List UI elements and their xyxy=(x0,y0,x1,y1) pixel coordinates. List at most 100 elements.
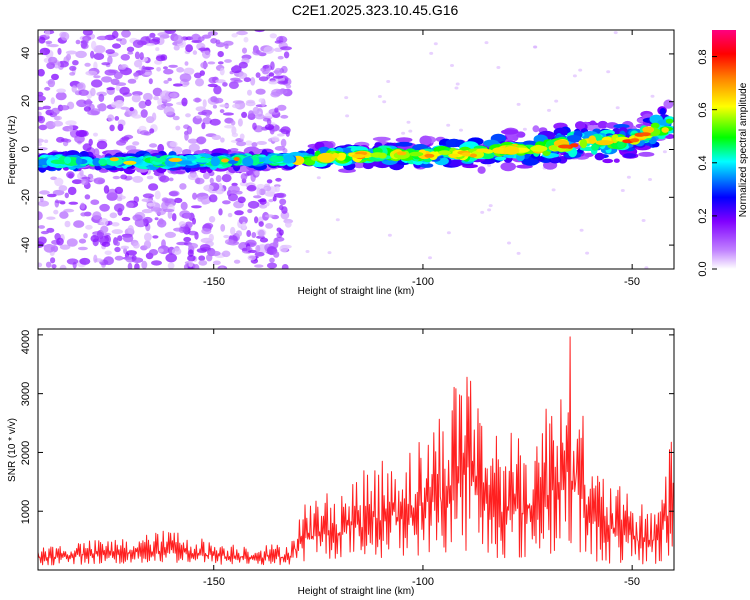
noise-speckle xyxy=(68,124,74,132)
noise-speckle xyxy=(236,30,248,36)
heatmap-x-tick-label: -50 xyxy=(624,276,640,288)
ridge-blob xyxy=(242,156,254,167)
noise-speckle xyxy=(112,175,121,180)
noise-speckle xyxy=(98,93,105,102)
noise-speckle xyxy=(58,185,68,192)
noise-speckle xyxy=(50,257,56,264)
noise-speckle xyxy=(272,239,279,248)
noise-speckle xyxy=(203,222,214,229)
noise-speckle xyxy=(219,67,225,76)
noise-speckle xyxy=(335,218,340,222)
ridge-hotspot xyxy=(569,143,579,148)
noise-speckle xyxy=(219,104,230,108)
ridge-blob xyxy=(50,159,67,165)
noise-speckle xyxy=(114,255,124,261)
noise-speckle xyxy=(268,80,278,85)
noise-speckle xyxy=(114,246,121,253)
noise-speckle xyxy=(217,51,224,58)
noise-speckle xyxy=(93,75,101,79)
noise-speckle xyxy=(648,178,652,181)
noise-speckle xyxy=(450,64,454,67)
noise-speckle xyxy=(38,115,46,124)
noise-speckle xyxy=(60,31,70,41)
noise-speckle xyxy=(104,250,112,256)
ridge-blob xyxy=(516,131,526,138)
noise-speckle xyxy=(78,238,87,244)
noise-speckle xyxy=(122,234,134,243)
noise-speckle xyxy=(172,115,180,121)
noise-speckle xyxy=(245,140,253,146)
snr-x-tick-label: -100 xyxy=(412,576,434,588)
snr-y-tick-label: 2000 xyxy=(20,441,32,465)
noise-speckle xyxy=(56,88,66,94)
noise-speckle xyxy=(164,30,176,34)
noise-speckle xyxy=(66,238,78,247)
noise-speckle xyxy=(228,81,239,89)
noise-speckle xyxy=(146,175,154,180)
noise-speckle xyxy=(232,103,240,109)
ridge-blob xyxy=(317,152,336,163)
noise-speckle xyxy=(69,65,77,71)
noise-speckle xyxy=(148,249,159,256)
noise-speckle xyxy=(121,30,131,38)
noise-speckle xyxy=(44,139,49,143)
noise-speckle xyxy=(274,107,279,113)
noise-speckle xyxy=(183,81,190,86)
noise-speckle xyxy=(158,218,164,225)
noise-speckle xyxy=(68,201,79,205)
noise-speckle xyxy=(121,136,130,141)
ridge-blob xyxy=(271,156,279,163)
noise-speckle xyxy=(254,113,265,120)
noise-speckle xyxy=(157,143,165,153)
noise-speckle xyxy=(201,122,206,130)
noise-speckle xyxy=(195,106,206,112)
noise-speckle xyxy=(246,184,257,192)
ridge-hotspot xyxy=(469,153,478,158)
noise-speckle xyxy=(195,115,202,119)
ridge-hotspot xyxy=(109,157,119,162)
noise-speckle xyxy=(111,229,124,235)
noise-speckle xyxy=(91,40,97,50)
noise-speckle xyxy=(112,43,121,49)
noise-speckle xyxy=(480,210,485,214)
noise-speckle xyxy=(255,88,266,95)
noise-speckle xyxy=(84,62,91,67)
noise-speckle xyxy=(159,175,170,183)
noise-speckle xyxy=(202,117,213,125)
noise-speckle xyxy=(43,244,54,248)
noise-speckle xyxy=(496,66,501,69)
noise-speckle xyxy=(118,64,127,70)
noise-speckle xyxy=(79,257,91,265)
noise-speckle xyxy=(626,175,631,179)
noise-speckle xyxy=(201,227,212,235)
heatmap-y-tick-label: 40 xyxy=(20,47,32,59)
ridge-blob xyxy=(372,136,391,142)
ridge-blob xyxy=(395,137,413,143)
noise-speckle xyxy=(206,254,213,262)
noise-speckle xyxy=(227,212,233,218)
noise-speckle xyxy=(221,174,232,183)
noise-speckle xyxy=(38,106,45,111)
ridge-blob xyxy=(566,135,582,143)
noise-speckle xyxy=(187,255,196,262)
noise-speckle xyxy=(262,65,270,69)
noise-speckle xyxy=(55,91,67,101)
ridge-blob xyxy=(602,158,614,164)
noise-speckle xyxy=(275,177,282,182)
ridge-blob xyxy=(362,162,374,170)
noise-speckle xyxy=(165,253,177,263)
noise-speckle xyxy=(507,241,511,245)
noise-speckle xyxy=(144,71,153,76)
ridge-blob xyxy=(494,156,507,161)
noise-speckle xyxy=(38,200,49,207)
noise-speckle xyxy=(109,212,118,219)
noise-speckle xyxy=(228,185,240,193)
noise-speckle xyxy=(80,212,87,217)
noise-speckle xyxy=(554,99,559,103)
noise-speckle xyxy=(185,44,194,53)
noise-speckle xyxy=(38,91,44,97)
ridge-blob xyxy=(64,156,72,164)
noise-speckle xyxy=(241,221,247,230)
noise-speckle xyxy=(238,216,248,225)
noise-speckle xyxy=(120,245,130,250)
